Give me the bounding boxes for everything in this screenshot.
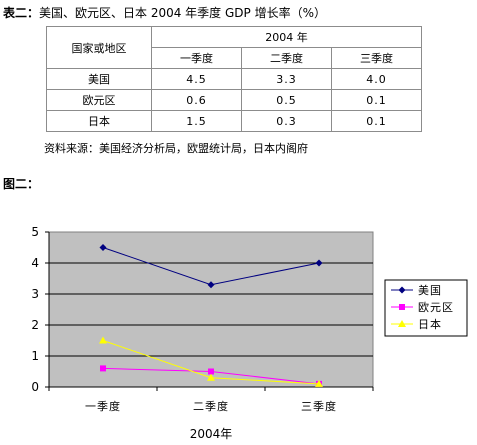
table-row: 欧元区 0.6 0.5 0.1 [46, 89, 422, 111]
source-note: 资料来源：美国经济分析局，欧盟统计局，日本内阁府 [44, 142, 308, 155]
table-title-text: 美国、欧元区、日本 2004 年季度 GDP 增长率（%） [39, 6, 326, 20]
y-tick-label: 3 [31, 287, 39, 301]
table-row: 日本 1.5 0.3 0.1 [46, 110, 422, 132]
point-marker [208, 368, 214, 375]
point-marker [99, 336, 107, 344]
table-title: 表二：美国、欧元区、日本 2004 年季度 GDP 增长率（%） [3, 4, 326, 21]
x-tick-label: 二季度 [193, 399, 229, 413]
x-tick-label: 三季度 [301, 399, 337, 413]
point-marker [398, 320, 406, 327]
legend-label: 欧元区 [418, 301, 454, 314]
point-marker [315, 259, 323, 267]
point-marker [100, 365, 106, 372]
row-label: 日本 [46, 110, 152, 132]
table-cell: 0.1 [331, 89, 422, 111]
plot-area [48, 231, 374, 388]
table-title-lead: 表二： [3, 6, 40, 20]
y-tick-label: 5 [31, 225, 39, 239]
point-marker [207, 281, 215, 289]
legend-label: 美国 [418, 284, 442, 297]
point-marker [398, 286, 406, 294]
y-tick-label: 4 [31, 256, 39, 270]
point-marker [207, 373, 215, 381]
gdp-table: 国家或地区 2004 年 一季度 二季度 三季度 美国 4.5 3.3 4.0 … [46, 26, 422, 132]
point-marker [99, 244, 107, 251]
point-marker [315, 379, 323, 387]
corner-header: 国家或地区 [46, 26, 152, 69]
table-cell: 0.3 [241, 110, 332, 132]
y-tick-label: 1 [31, 349, 39, 363]
x-tick-label: 一季度 [85, 399, 121, 413]
table-cell: 0.5 [241, 89, 332, 111]
figure-label: 图二： [3, 177, 40, 191]
y-tick-label: 2 [31, 318, 39, 332]
quarter-header: 二季度 [241, 47, 332, 69]
table-cell: 0.1 [331, 110, 422, 132]
point-marker [399, 304, 405, 310]
legend-label: 日本 [418, 317, 442, 331]
y-tick-label: 0 [31, 380, 39, 394]
x-axis-title: 2004年 [190, 427, 233, 441]
table-cell: 1.5 [151, 110, 242, 132]
